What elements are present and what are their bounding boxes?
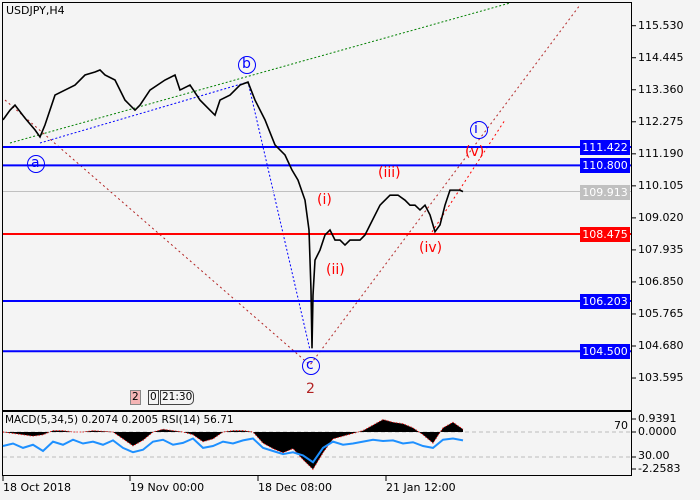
main-pane-border — [2, 2, 632, 411]
y-tick-label: 104.680 — [638, 338, 684, 352]
wave-label-circle — [470, 121, 488, 139]
indicator-tick-label: 70 — [614, 419, 628, 432]
wave-label: (i) — [317, 192, 332, 208]
wave-label: (ii) — [326, 262, 345, 278]
x-tick-label: 19 Nov 00:00 — [130, 481, 205, 494]
y-tick-label: 103.595 — [638, 371, 684, 385]
indicator-tick-label: -2.2583 — [638, 462, 681, 475]
y-tick-label: 107.935 — [638, 242, 684, 256]
indicator-tick-label: 0.0000 — [638, 425, 677, 438]
level-price-label: 104.500 — [580, 344, 630, 360]
level-price-label: 106.203 — [580, 294, 630, 310]
level-price-label: 110.800 — [580, 158, 630, 174]
scale-marker-1: 2 — [130, 390, 141, 405]
y-tick-label: 109.020 — [638, 210, 684, 224]
wave-label: (iii) — [378, 165, 401, 181]
rsi-line — [2, 437, 464, 464]
chart-title: USDJPY,H4 — [6, 4, 65, 17]
y-tick-label: 110.105 — [638, 178, 684, 192]
wave-label-circle — [27, 155, 45, 173]
x-tick-label: 18 Oct 2018 — [3, 481, 72, 494]
y-tick-label: 111.190 — [638, 146, 684, 160]
indicator-label: MACD(5,34,5) 0.2074 0.2005 RSI(14) 56.71 — [5, 414, 234, 426]
wave-line-red — [431, 119, 506, 233]
indicator-tick-label: 30.00 — [638, 449, 670, 462]
price-line — [2, 69, 464, 349]
y-tick-label: 113.360 — [638, 82, 684, 96]
y-tick-label: 106.850 — [638, 274, 684, 288]
wave-label-circle — [302, 357, 320, 375]
wave-label: 2 — [306, 381, 315, 397]
trend-line-green — [9, 2, 511, 144]
wave-label: a — [31, 155, 40, 171]
wave-label: i — [474, 121, 478, 137]
macd-histogram — [3, 419, 463, 470]
y-tick-label: 114.445 — [638, 50, 684, 64]
y-tick-label: 105.765 — [638, 306, 684, 320]
x-tick-label: 21 Jan 12:00 — [386, 481, 456, 494]
current-price-label: 109.913 — [580, 184, 630, 200]
indicator-tick-label: 0.9391 — [638, 412, 677, 425]
channel-line-red — [4, 4, 581, 366]
indicator-pane-border — [2, 411, 632, 476]
level-price-label: 111.422 — [580, 139, 630, 155]
wave-label-circle — [238, 56, 256, 74]
y-tick-label: 112.275 — [638, 114, 684, 128]
wave-line-blue — [39, 81, 311, 351]
wave-label: b — [242, 56, 251, 72]
time-marker: 21:30 — [160, 390, 195, 405]
wave-label: (v) — [465, 144, 485, 160]
level-price-label: 108.475 — [580, 226, 630, 242]
scale-marker-2: 0 — [148, 390, 159, 405]
y-tick-label: 115.530 — [638, 18, 684, 32]
x-tick-label: 18 Dec 08:00 — [258, 481, 332, 494]
wave-label: c — [306, 357, 314, 373]
wave-label: (iv) — [419, 240, 443, 256]
